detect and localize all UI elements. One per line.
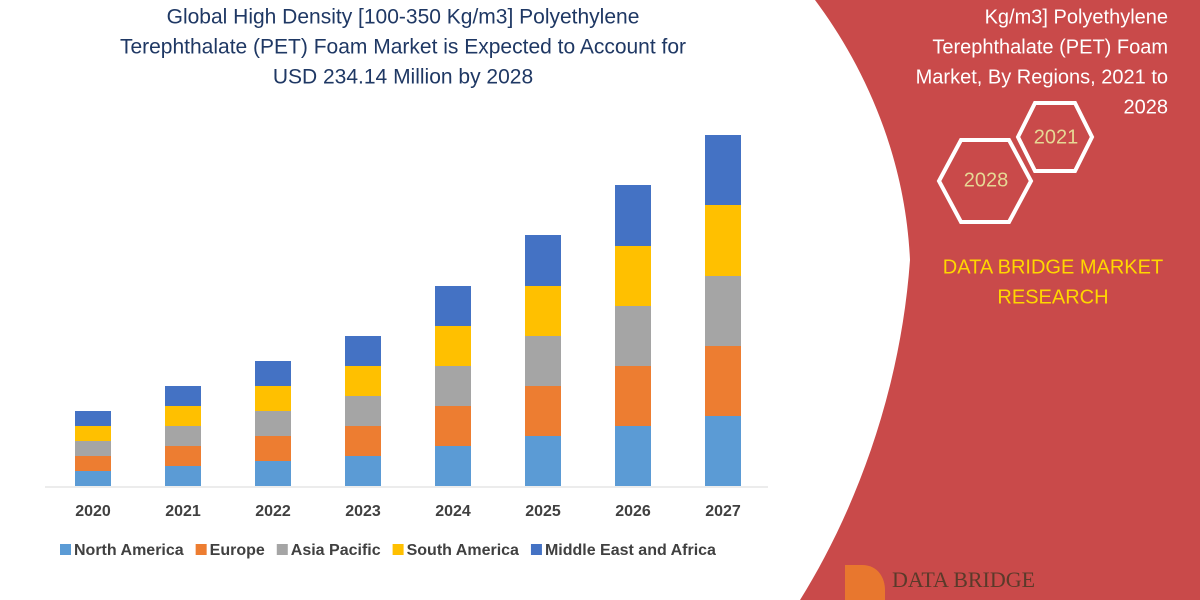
bar-segment: [615, 246, 651, 306]
bar-segment: [435, 326, 471, 366]
hexagon: [1015, 101, 1095, 173]
logo-text: DATA BRIDGE: [892, 567, 1035, 592]
bar-segment: [165, 466, 201, 486]
bar-segment: [345, 396, 381, 426]
x-tick-label: 2026: [615, 503, 651, 520]
bar-segment: [615, 366, 651, 426]
bar-segment: [75, 426, 111, 441]
logo-icon: [845, 565, 885, 600]
x-tick-label: 2025: [525, 503, 561, 520]
legend-swatch: [60, 544, 71, 555]
bar-segment: [75, 441, 111, 456]
bar-segment: [525, 386, 561, 436]
bar-segment: [255, 436, 291, 461]
bar-segment: [345, 426, 381, 456]
bar-segment: [75, 411, 111, 426]
panel-title: Kg/m3] Polyethylene Terephthalate (PET) …: [916, 6, 1168, 118]
bar-segment: [345, 366, 381, 396]
bar-segment: [435, 446, 471, 486]
bar-segment: [705, 416, 741, 486]
brand-line: DATA BRIDGE MARKET: [943, 256, 1163, 278]
title-line: Global High Density [100-350 Kg/m3] Poly…: [167, 6, 640, 29]
legend-swatch: [195, 544, 207, 555]
hexagon: [936, 138, 1034, 224]
bar-segment: [165, 446, 201, 466]
bar-segment: [525, 336, 561, 386]
x-tick-label: 2023: [345, 503, 381, 520]
bar-segment: [255, 411, 291, 436]
bar-segment: [165, 426, 201, 446]
bar-segment: [255, 361, 291, 386]
chart-title: Global High Density [100-350 Kg/m3] Poly…: [120, 6, 686, 89]
legend-label: South America: [407, 542, 519, 559]
x-tick-label: 2024: [435, 503, 471, 520]
x-tick-label: 2021: [165, 503, 201, 520]
bar-segment: [615, 426, 651, 486]
bar-segment: [345, 456, 381, 486]
bar-segment: [165, 406, 201, 426]
side-panel: [800, 0, 1200, 600]
bar-segment: [705, 276, 741, 346]
brand-line: RESEARCH: [997, 286, 1108, 308]
x-tick-label: 2020: [75, 503, 111, 520]
legend-label: Asia Pacific: [291, 542, 381, 559]
bar-segment: [435, 286, 471, 326]
bar-segment: [435, 406, 471, 446]
legend-label: North America: [74, 542, 184, 559]
bar-segment: [525, 235, 561, 286]
legend-label: Middle East and Africa: [545, 542, 716, 559]
legend: North America Europe Asia Pacific South Ame…: [60, 542, 716, 559]
bar-segment: [705, 135, 741, 205]
hex-label: 2028: [964, 169, 1009, 191]
bar-segment: [615, 306, 651, 366]
x-tick-label: 2022: [255, 503, 291, 520]
bar-segment: [435, 366, 471, 406]
legend-swatch: [276, 544, 288, 555]
bar-segment: [255, 386, 291, 411]
bar-segment: [165, 386, 201, 406]
x-tick-label: 2027: [705, 503, 741, 520]
bar-segment: [255, 461, 291, 486]
legend-swatch: [392, 544, 404, 555]
title-line: USD 234.14 Million by 2028: [273, 66, 533, 89]
bar-segment: [75, 456, 111, 471]
hex-label: 2021: [1034, 126, 1079, 148]
bar-segment: [705, 346, 741, 416]
bar-segment: [705, 205, 741, 276]
bar-segment: [525, 286, 561, 336]
bars: 2020 2021 2022 2023 2024 2025 2026 2027: [75, 135, 741, 520]
panel-title-line: Kg/m3] Polyethylene: [985, 6, 1168, 28]
panel-title-line: Market, By Regions, 2021 to: [916, 66, 1168, 88]
legend-swatch: [530, 544, 542, 555]
bar-segment: [75, 471, 111, 486]
bar-segment: [615, 185, 651, 246]
legend-label: Europe: [210, 542, 265, 559]
bar-segment: [525, 436, 561, 486]
panel-title-line: Terephthalate (PET) Foam: [932, 36, 1168, 58]
title-line: Terephthalate (PET) Foam Market is Expec…: [120, 36, 686, 59]
panel-title-line: 2028: [1124, 96, 1169, 118]
bar-segment: [345, 336, 381, 366]
